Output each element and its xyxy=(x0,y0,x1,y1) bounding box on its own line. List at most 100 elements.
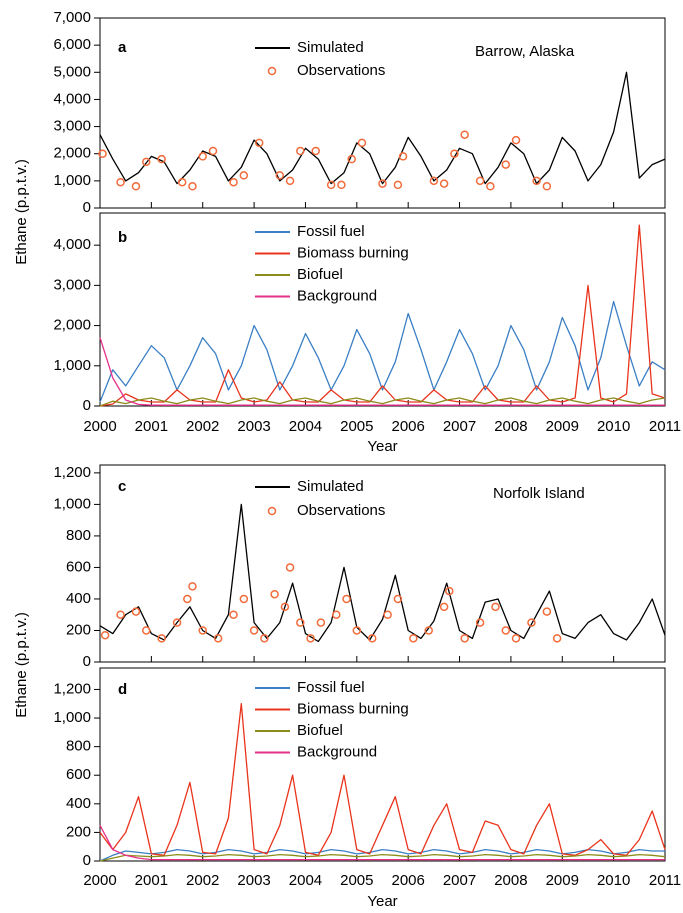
observation xyxy=(378,179,387,188)
observation xyxy=(100,630,110,640)
observation xyxy=(352,626,362,635)
x-tick-label: 2002 xyxy=(186,418,219,435)
x-tick-label: 2002 xyxy=(186,872,219,889)
observation xyxy=(188,582,197,591)
y-tick-label: 1,200 xyxy=(53,464,91,481)
legend-label: Simulated xyxy=(297,39,364,56)
x-tick-label: 2009 xyxy=(546,418,579,435)
observation xyxy=(532,176,541,186)
y-axis-title: Ethane (p.p.t.v.) xyxy=(13,159,30,265)
y-tick-label: 2,000 xyxy=(53,145,91,162)
y-tick-label: 0 xyxy=(83,653,91,670)
legend-marker xyxy=(267,66,277,76)
plot-frame xyxy=(99,17,666,209)
x-tick-label: 2006 xyxy=(391,418,424,435)
series-line xyxy=(99,300,666,403)
y-tick-label: 0 xyxy=(83,852,91,869)
observation xyxy=(260,634,269,643)
x-tick-label: 2000 xyxy=(83,872,116,889)
observation xyxy=(316,618,326,627)
observation xyxy=(439,602,449,612)
observation xyxy=(239,594,249,604)
series-line xyxy=(99,224,666,407)
x-tick-label: 2004 xyxy=(289,872,322,889)
y-tick-label: 4,000 xyxy=(53,90,91,107)
plot-frame xyxy=(99,464,666,663)
x-axis-title: Year xyxy=(367,438,397,455)
observation xyxy=(450,149,459,158)
y-tick-label: 0 xyxy=(83,199,91,216)
y-tick-label: 2,000 xyxy=(53,317,91,334)
y-tick-label: 1,000 xyxy=(53,172,91,189)
panel-label: a xyxy=(118,39,127,56)
observation xyxy=(445,586,454,596)
y-tick-label: 1,000 xyxy=(53,495,91,512)
observation xyxy=(98,149,107,158)
y-tick-label: 600 xyxy=(66,558,91,575)
observation xyxy=(177,177,187,187)
observation xyxy=(311,146,320,156)
observation xyxy=(157,154,166,164)
series-line xyxy=(99,853,666,862)
observation xyxy=(239,171,249,180)
x-tick-label: 2007 xyxy=(443,418,476,435)
observation xyxy=(460,634,469,643)
observation xyxy=(249,626,259,635)
observation xyxy=(285,563,295,572)
x-tick-label: 2009 xyxy=(546,872,579,889)
observation xyxy=(131,182,141,191)
series-line xyxy=(99,71,666,185)
y-axis-title: Ethane (p.p.t.v.) xyxy=(13,612,30,718)
y-tick-label: 1,200 xyxy=(53,680,91,697)
legend-label: Background xyxy=(297,743,377,760)
observation xyxy=(213,634,223,643)
x-tick-label: 2003 xyxy=(237,872,270,889)
x-tick-label: 2010 xyxy=(597,418,630,435)
legend-label: Biomass burning xyxy=(297,700,409,717)
observation xyxy=(357,138,367,148)
observation xyxy=(306,634,315,643)
legend-label: Observations xyxy=(297,502,385,519)
y-tick-label: 200 xyxy=(66,621,91,638)
x-tick-label: 2011 xyxy=(649,418,681,435)
observation xyxy=(475,176,485,186)
x-tick-label: 2000 xyxy=(83,418,116,435)
observation xyxy=(424,626,433,635)
x-tick-label: 2005 xyxy=(340,872,373,889)
legend-label: Biofuel xyxy=(297,722,343,739)
observation xyxy=(254,138,264,148)
observation xyxy=(511,135,521,145)
y-tick-label: 800 xyxy=(66,527,91,544)
legend-label: Fossil fuel xyxy=(297,223,365,240)
observation xyxy=(208,146,218,156)
y-tick-label: 6,000 xyxy=(53,36,91,53)
legend-label: Observations xyxy=(297,62,385,79)
legend-label: Biofuel xyxy=(297,266,343,283)
x-tick-label: 2007 xyxy=(443,872,476,889)
observation xyxy=(183,594,192,604)
x-tick-label: 2005 xyxy=(340,418,373,435)
observation xyxy=(326,180,336,190)
observation xyxy=(296,146,305,156)
legend-label: Biomass burning xyxy=(297,244,409,261)
observation xyxy=(157,634,166,643)
plot-frame xyxy=(99,667,666,862)
observation xyxy=(296,618,305,627)
x-tick-label: 2010 xyxy=(597,872,630,889)
x-tick-label: 2001 xyxy=(135,418,168,435)
x-tick-label: 2001 xyxy=(135,872,168,889)
observation xyxy=(491,602,500,612)
observation xyxy=(172,618,182,627)
y-tick-label: 800 xyxy=(66,738,91,755)
observation xyxy=(337,180,346,190)
legend-label: Background xyxy=(297,287,377,304)
observation xyxy=(552,634,562,643)
observation xyxy=(141,626,151,635)
series-line xyxy=(99,848,665,862)
x-tick-label: 2011 xyxy=(649,872,681,889)
observation xyxy=(511,634,521,643)
y-tick-label: 3,000 xyxy=(53,118,91,135)
x-tick-label: 2008 xyxy=(494,872,527,889)
